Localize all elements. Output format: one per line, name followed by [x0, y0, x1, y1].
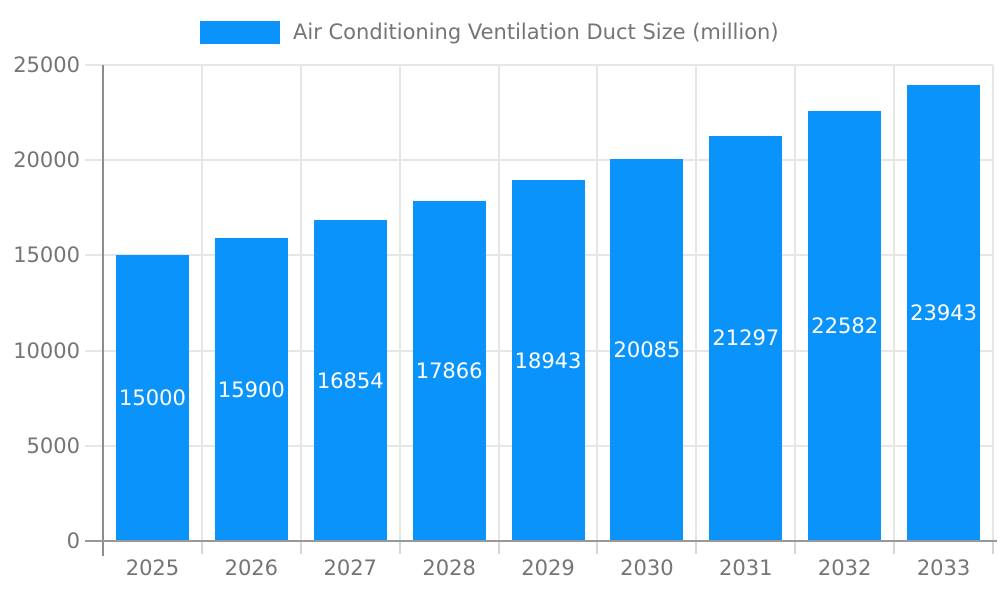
bar-value-label: 23943: [910, 301, 977, 326]
v-gridline: [299, 65, 302, 541]
bar: 22582: [808, 111, 882, 541]
bar: 21297: [709, 135, 783, 541]
y-axis-tick: [85, 254, 103, 257]
x-axis-label: 2028: [422, 556, 476, 580]
bar-value-label: 21297: [712, 326, 780, 351]
y-axis-tick: [85, 159, 103, 162]
x-axis-label: 2029: [521, 556, 575, 580]
y-axis-label: 0: [66, 529, 80, 553]
y-axis-tick: [85, 444, 103, 447]
x-axis-label: 2031: [719, 556, 773, 580]
x-axis-tick: [596, 542, 599, 554]
h-gridline: [103, 64, 993, 66]
bar-value-label: 16854: [316, 368, 384, 393]
y-axis-label: 15000: [13, 243, 80, 268]
bar: 20085: [610, 158, 684, 541]
h-gridline: [103, 159, 993, 162]
x-axis-tick: [200, 542, 203, 554]
x-axis-tick: [893, 542, 896, 554]
bar-value-label: 20085: [613, 337, 681, 362]
bar-value-label: 17866: [415, 358, 483, 383]
legend-swatch: [200, 20, 280, 44]
v-gridline: [200, 65, 203, 541]
x-axis-label: 2025: [125, 556, 180, 580]
bar-value-label: 15000: [119, 386, 186, 411]
x-axis-tick: [794, 542, 797, 554]
y-axis-tick: [85, 64, 103, 66]
y-axis-label: 20000: [13, 148, 80, 173]
y-axis-label: 5000: [26, 433, 80, 458]
legend-item[interactable]: Air Conditioning Ventilation Duct Size (…: [200, 19, 779, 45]
bar: 23943: [907, 85, 981, 541]
x-axis-tick: [398, 542, 401, 554]
x-axis-label: 2027: [323, 556, 377, 580]
bar: 15000: [115, 255, 189, 541]
v-gridline: [398, 65, 401, 541]
bar: 18943: [511, 180, 585, 541]
y-axis-label: 10000: [13, 338, 80, 363]
x-axis-tick: [695, 542, 698, 554]
legend-label: Air Conditioning Ventilation Duct Size (…: [293, 20, 779, 44]
bar-value-label: 18943: [514, 348, 582, 373]
bar-value-label: 22582: [811, 314, 879, 339]
y-axis-tick: [85, 349, 103, 352]
v-gridline: [596, 65, 599, 541]
bar-value-label: 15900: [217, 377, 285, 402]
x-axis-tick: [497, 542, 500, 554]
y-axis-label: 25000: [13, 53, 80, 77]
v-gridline: [497, 65, 500, 541]
x-axis-line: [85, 540, 997, 542]
y-axis-line: [102, 65, 104, 556]
bar: 17866: [412, 200, 486, 541]
x-axis-tick: [299, 542, 302, 554]
x-axis-label: 2032: [817, 556, 872, 580]
x-axis-label: 2030: [620, 556, 674, 580]
v-gridline: [794, 65, 797, 541]
v-gridline: [695, 65, 698, 541]
x-axis-label: 2033: [916, 556, 971, 580]
bar: 15900: [214, 238, 288, 541]
x-axis-tick: [992, 542, 994, 554]
v-gridline: [893, 65, 896, 541]
bar: 16854: [313, 220, 387, 541]
plot-area: 15000 15900 16854 17866 18943 20085 21297 22582…: [103, 64, 994, 541]
x-axis-label: 2026: [224, 556, 279, 580]
v-gridline: [992, 65, 994, 541]
